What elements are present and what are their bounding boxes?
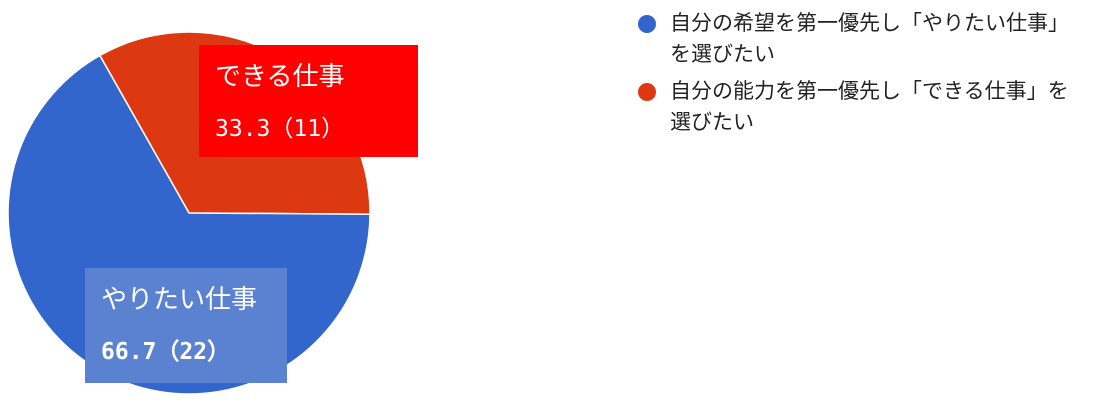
data-label-category: できる仕事 (215, 62, 344, 92)
data-label-can-do-job: できる仕事 33.3（11） (199, 45, 418, 157)
data-label-box (85, 268, 287, 383)
legend-swatch-blue (638, 15, 656, 33)
data-label-want-job: やりたい仕事 66.7（22） (85, 268, 287, 383)
data-label-value: 66.7（22） (101, 338, 230, 365)
data-label-value: 33.3（11） (215, 116, 344, 142)
data-label-category: やりたい仕事 (101, 285, 257, 315)
legend-label: 自分の能力を第一優先し「できる仕事」を選びたい (670, 79, 1069, 134)
legend-item-want-job[interactable]: 自分の希望を第一優先し「やりたい仕事」を選びたい (634, 8, 1084, 70)
legend-swatch-red (638, 83, 656, 101)
legend-item-can-do-job[interactable]: 自分の能力を第一優先し「できる仕事」を選びたい (634, 76, 1084, 138)
legend-label: 自分の希望を第一優先し「やりたい仕事」を選びたい (670, 11, 1069, 66)
data-label-box (199, 45, 418, 157)
chart-legend: 自分の希望を第一優先し「やりたい仕事」を選びたい 自分の能力を第一優先し「できる… (634, 8, 1084, 144)
